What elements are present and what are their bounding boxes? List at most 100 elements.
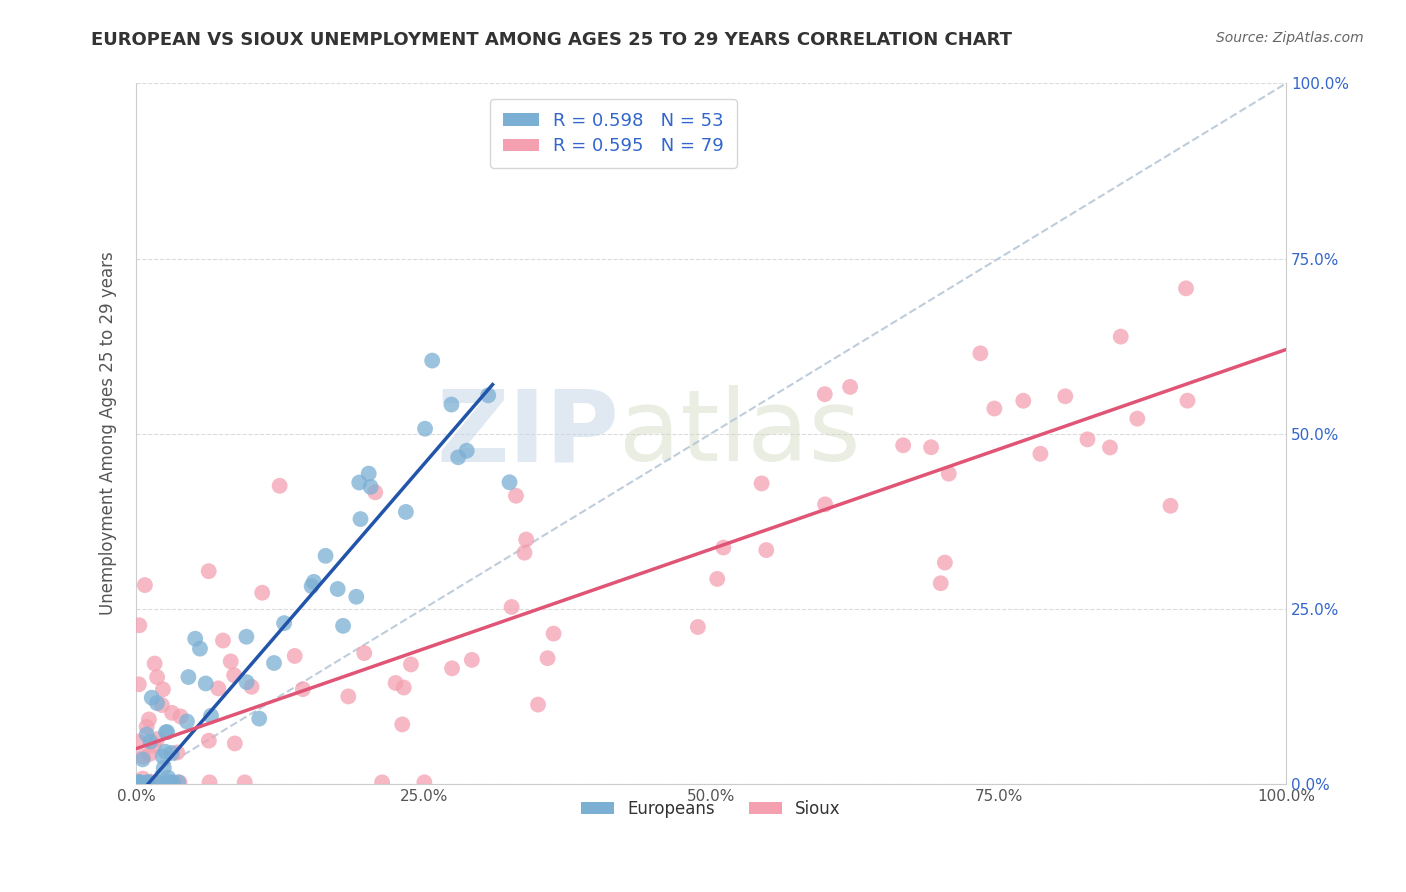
Text: EUROPEAN VS SIOUX UNEMPLOYMENT AMONG AGES 25 TO 29 YEARS CORRELATION CHART: EUROPEAN VS SIOUX UNEMPLOYMENT AMONG AGE… bbox=[91, 31, 1012, 49]
Point bbox=[891, 438, 914, 452]
Point bbox=[167, 775, 190, 789]
Point bbox=[219, 654, 242, 668]
Text: Source: ZipAtlas.com: Source: ZipAtlas.com bbox=[1216, 31, 1364, 45]
Point bbox=[156, 725, 179, 739]
Point bbox=[134, 578, 156, 592]
Point bbox=[332, 619, 354, 633]
Point bbox=[755, 543, 778, 558]
Point bbox=[302, 574, 325, 589]
Point bbox=[686, 620, 709, 634]
Point bbox=[273, 616, 295, 631]
Point bbox=[152, 761, 174, 775]
Point bbox=[814, 387, 837, 401]
Point bbox=[153, 745, 176, 759]
Point bbox=[224, 668, 246, 682]
Point bbox=[1012, 393, 1035, 408]
Point bbox=[713, 541, 735, 555]
Point bbox=[252, 586, 274, 600]
Point bbox=[136, 775, 159, 789]
Point bbox=[128, 618, 150, 632]
Point bbox=[138, 747, 160, 761]
Point bbox=[315, 549, 337, 563]
Point bbox=[1109, 329, 1132, 343]
Point bbox=[983, 401, 1005, 416]
Point bbox=[536, 651, 558, 665]
Point bbox=[136, 775, 159, 789]
Point bbox=[371, 775, 394, 789]
Point bbox=[1159, 499, 1181, 513]
Point bbox=[131, 752, 153, 766]
Point bbox=[127, 734, 149, 748]
Point bbox=[1054, 389, 1077, 403]
Point bbox=[142, 739, 165, 753]
Point bbox=[162, 775, 184, 789]
Point bbox=[349, 512, 371, 526]
Point bbox=[188, 641, 211, 656]
Point bbox=[177, 670, 200, 684]
Y-axis label: Unemployment Among Ages 25 to 29 years: Unemployment Among Ages 25 to 29 years bbox=[100, 252, 117, 615]
Point bbox=[247, 712, 270, 726]
Point bbox=[284, 648, 307, 663]
Point bbox=[135, 727, 157, 741]
Point bbox=[235, 675, 257, 690]
Point bbox=[169, 709, 191, 723]
Point bbox=[498, 475, 520, 490]
Point bbox=[413, 775, 436, 789]
Point bbox=[160, 706, 183, 720]
Point bbox=[152, 749, 174, 764]
Point bbox=[391, 717, 413, 731]
Point bbox=[146, 732, 169, 747]
Point bbox=[136, 775, 159, 789]
Point bbox=[139, 734, 162, 748]
Point bbox=[461, 653, 484, 667]
Point bbox=[155, 725, 177, 739]
Point bbox=[357, 467, 380, 481]
Point bbox=[200, 708, 222, 723]
Point bbox=[157, 771, 180, 785]
Point bbox=[1029, 447, 1052, 461]
Point bbox=[360, 480, 382, 494]
Point bbox=[384, 676, 406, 690]
Point bbox=[291, 682, 314, 697]
Point bbox=[1175, 281, 1198, 295]
Point bbox=[1076, 433, 1098, 447]
Point bbox=[392, 681, 415, 695]
Point bbox=[142, 775, 165, 789]
Point bbox=[706, 572, 728, 586]
Point bbox=[505, 489, 527, 503]
Point bbox=[162, 775, 184, 789]
Point bbox=[194, 676, 217, 690]
Point bbox=[127, 775, 149, 789]
Point bbox=[938, 467, 960, 481]
Point bbox=[156, 775, 179, 789]
Point bbox=[751, 476, 773, 491]
Point bbox=[198, 733, 221, 747]
Point bbox=[207, 681, 229, 696]
Point bbox=[413, 422, 436, 436]
Point bbox=[456, 443, 478, 458]
Point bbox=[513, 546, 536, 560]
Point bbox=[128, 775, 150, 789]
Point bbox=[263, 656, 285, 670]
Point bbox=[138, 713, 160, 727]
Point bbox=[146, 696, 169, 710]
Point bbox=[240, 680, 263, 694]
Point bbox=[814, 497, 837, 511]
Text: atlas: atlas bbox=[619, 385, 860, 482]
Point bbox=[399, 657, 422, 672]
Point bbox=[233, 775, 256, 789]
Point bbox=[159, 775, 181, 789]
Point bbox=[198, 775, 221, 789]
Point bbox=[477, 388, 499, 402]
Point bbox=[515, 533, 537, 547]
Point bbox=[184, 632, 207, 646]
Point bbox=[176, 714, 198, 729]
Point bbox=[929, 576, 952, 591]
Point bbox=[128, 775, 150, 789]
Point bbox=[160, 746, 183, 760]
Point bbox=[337, 690, 360, 704]
Point bbox=[166, 746, 188, 760]
Point bbox=[150, 698, 173, 712]
Point bbox=[128, 775, 150, 789]
Point bbox=[447, 450, 470, 465]
